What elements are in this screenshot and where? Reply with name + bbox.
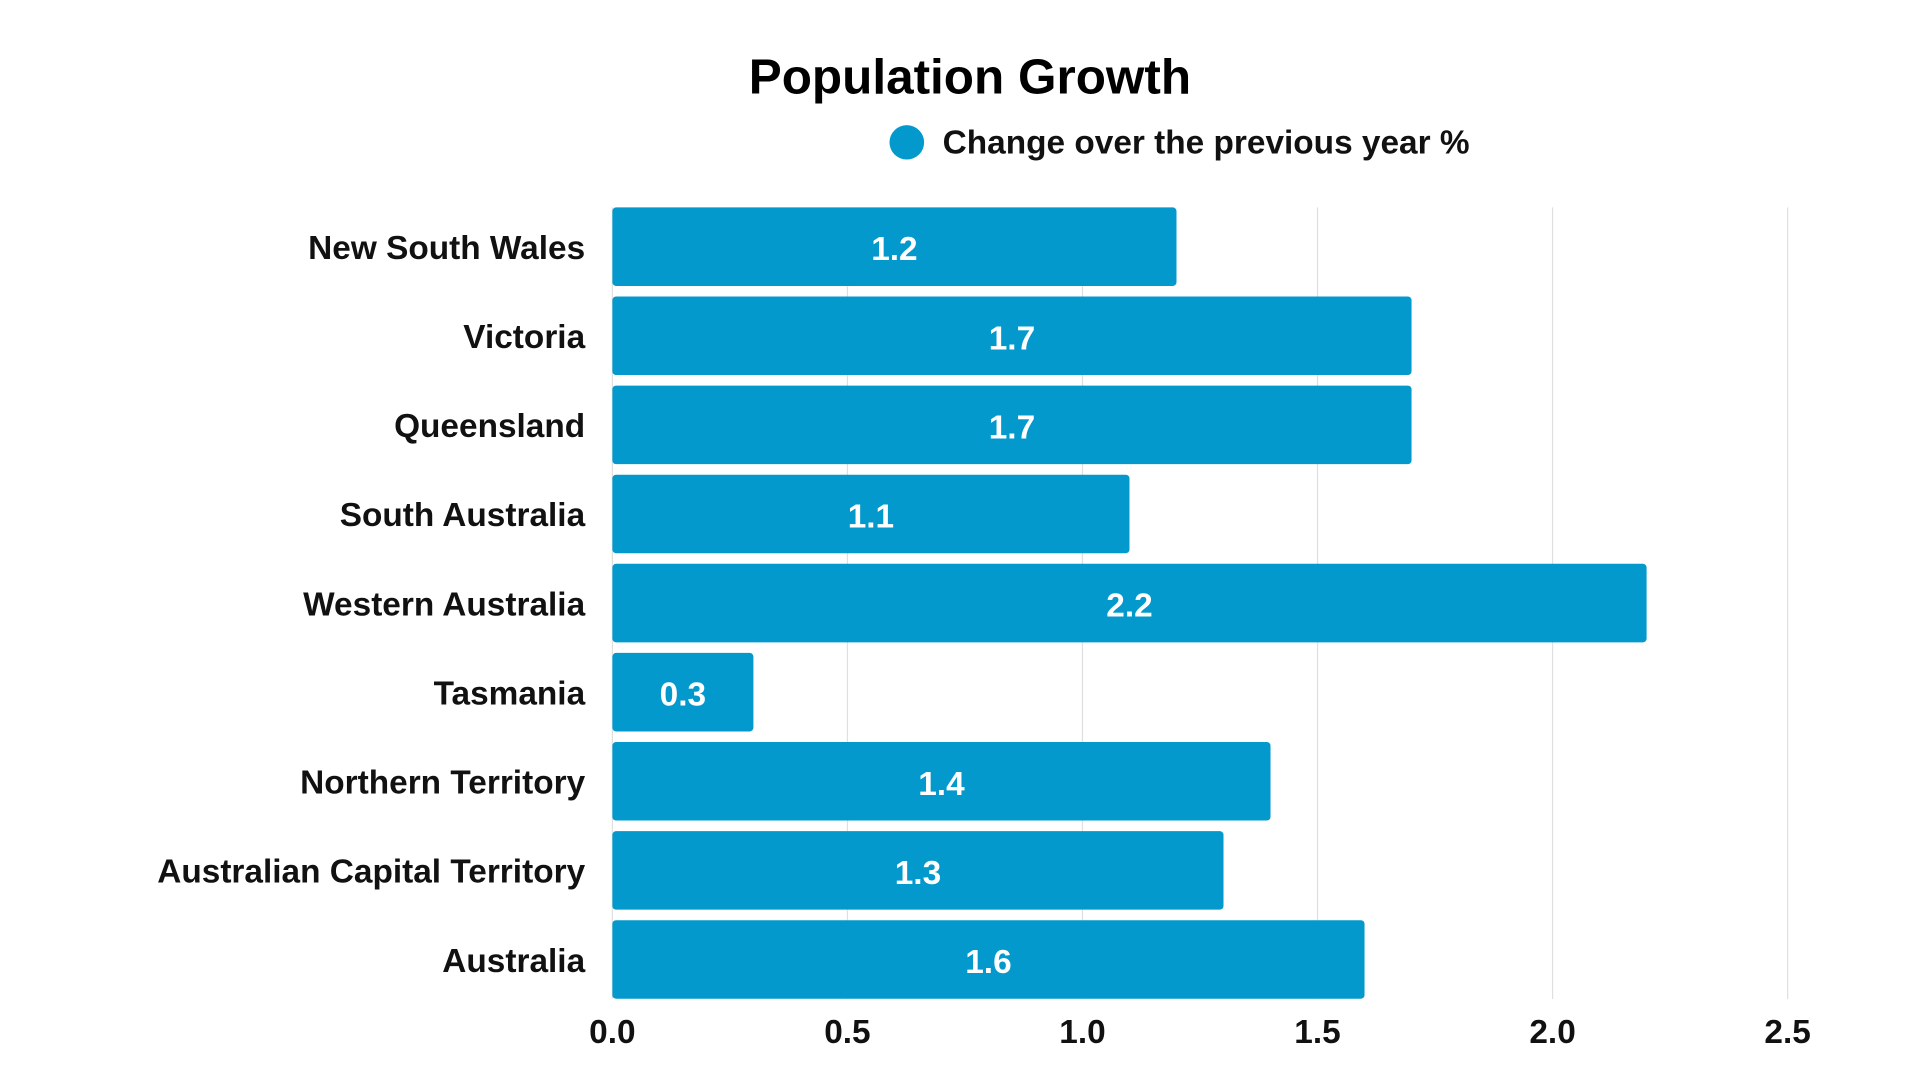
value-label: 1.2: [871, 231, 917, 268]
x-tick-label: 1.0: [1059, 1014, 1105, 1051]
legend: Change over the previous year %: [889, 125, 1470, 162]
category-label: Northern Territory: [300, 765, 586, 802]
bar: [612, 385, 1412, 465]
category-label: New South Wales: [308, 230, 585, 267]
category-label: South Australia: [340, 497, 586, 534]
value-label: 1.4: [918, 766, 965, 803]
bar: [612, 207, 1177, 286]
legend-label: Change over the previous year %: [943, 125, 1470, 162]
category-label: Australian Capital Territory: [157, 854, 585, 891]
x-tick-label: 0.0: [589, 1014, 635, 1051]
category-label: Queensland: [394, 408, 585, 445]
x-tick-label: 2.0: [1529, 1014, 1575, 1051]
x-tick-label: 1.5: [1294, 1014, 1340, 1051]
value-label: 1.1: [848, 499, 894, 536]
value-label: 1.6: [965, 944, 1011, 981]
bar: [612, 474, 1130, 554]
bars: New South Wales 1.2 Victoria 1.7 Queensland 1…: [157, 207, 1647, 999]
bar: [612, 742, 1271, 821]
category-label: Australia: [442, 943, 585, 980]
x-axis-ticks: 0.0 0.5 1.0 1.5 2.0 2.5: [589, 1014, 1811, 1051]
bar: [612, 563, 1647, 643]
value-label: 1.7: [989, 320, 1035, 357]
value-label: 2.2: [1106, 588, 1152, 625]
category-label: Tasmania: [434, 676, 586, 713]
chart-title: Population Growth: [749, 49, 1191, 104]
category-label: Western Australia: [303, 586, 586, 623]
legend-marker: [889, 125, 925, 160]
x-tick-label: 0.5: [824, 1014, 870, 1051]
bar: [612, 296, 1412, 376]
value-label: 1.3: [895, 855, 941, 892]
x-tick-label: 2.5: [1764, 1014, 1810, 1051]
value-label: 1.7: [989, 409, 1035, 446]
category-label: Victoria: [463, 319, 585, 356]
value-label: 0.3: [660, 677, 706, 714]
bar: [612, 920, 1365, 999]
bar: [612, 831, 1224, 910]
bar: [612, 652, 754, 732]
